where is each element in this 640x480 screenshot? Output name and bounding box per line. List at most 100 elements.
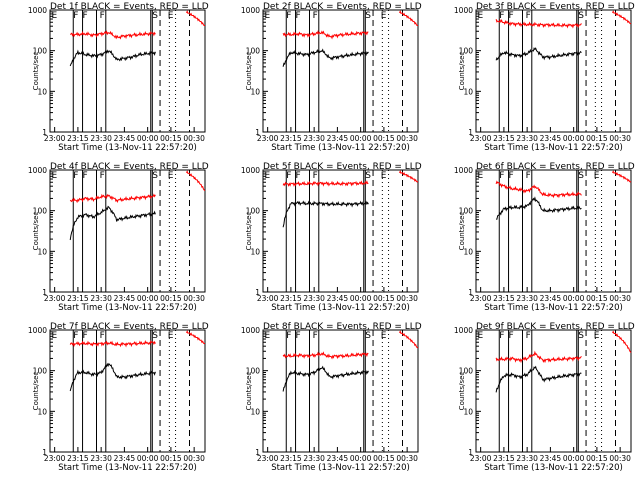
y-tick-label: 100 <box>33 207 48 216</box>
lld-series-tail <box>398 170 419 183</box>
x-tick-label: 23:45 <box>114 454 136 463</box>
flag-label: F <box>509 331 514 341</box>
y-tick-label: 1000 <box>241 6 260 15</box>
y-axis-label: Counts/sec <box>32 52 40 91</box>
flag-label: E <box>52 331 58 341</box>
flag-label: E <box>381 171 387 181</box>
plot-frame <box>49 329 206 453</box>
flag-label: F <box>526 171 531 181</box>
x-tick-label: 23:45 <box>540 454 562 463</box>
x-tick-label: 00:30 <box>609 134 631 143</box>
y-tick-label: 100 <box>246 47 261 56</box>
flag-label: F <box>499 11 504 21</box>
lld-series-line <box>69 30 156 40</box>
plot-frame <box>475 169 632 293</box>
y-tick-label: 1 <box>468 288 473 297</box>
plot-frame <box>262 169 419 293</box>
flag-label: S <box>578 331 584 341</box>
chart-title: Det 3f BLACK = Events, RED = LLD <box>476 2 635 12</box>
x-tick-label: 23:30 <box>516 454 538 463</box>
lld-series-tail <box>398 10 418 26</box>
y-tick-label: 1 <box>42 128 47 137</box>
x-tick-label: 23:30 <box>303 294 325 303</box>
y-tick-label: 1000 <box>241 166 260 175</box>
x-tick-label: 23:15 <box>67 134 89 143</box>
plot-frame <box>262 9 419 133</box>
x-tick-label: 23:15 <box>67 294 89 303</box>
events-series-line <box>282 48 369 67</box>
x-tick-label: 00:00 <box>563 454 585 463</box>
plot-frame <box>49 169 206 293</box>
x-tick-label: 23:30 <box>90 294 112 303</box>
events-series-line <box>496 196 582 220</box>
plot-frame <box>475 9 632 133</box>
x-tick-label: 23:45 <box>114 294 136 303</box>
x-tick-label: 23:15 <box>493 454 515 463</box>
flag-label: S <box>152 331 158 341</box>
y-tick-label: 100 <box>459 47 474 56</box>
lld-series-line <box>69 193 156 204</box>
chart-title: Det 7f BLACK = Events, RED = LLD <box>50 322 209 332</box>
y-axis-label: Counts/sec <box>32 212 40 251</box>
x-tick-label: 00:15 <box>160 294 182 303</box>
events-series-line <box>69 362 156 392</box>
y-tick-label: 10 <box>463 87 473 96</box>
x-tick-label: 00:15 <box>586 134 608 143</box>
events-series-line <box>282 200 369 228</box>
flag-label: F <box>499 171 504 181</box>
flag-label: F <box>286 171 291 181</box>
x-tick-label: 23:15 <box>280 294 302 303</box>
flag-label: F <box>83 171 88 181</box>
y-tick-label: 100 <box>459 207 474 216</box>
y-tick-label: 1000 <box>28 166 47 175</box>
x-tick-label: 23:00 <box>470 454 492 463</box>
x-tick-label: 23:30 <box>303 454 325 463</box>
y-tick-label: 1 <box>468 128 473 137</box>
x-tick-label: 23:45 <box>114 134 136 143</box>
x-tick-label: 00:00 <box>350 134 372 143</box>
flag-label: S <box>365 11 371 21</box>
y-tick-label: 100 <box>246 207 261 216</box>
lld-series-tail <box>185 10 205 26</box>
flag-label: F <box>296 331 301 341</box>
flag-label: F <box>83 11 88 21</box>
y-tick-label: 1000 <box>454 6 473 15</box>
x-tick-label: 23:45 <box>327 294 349 303</box>
x-tick-label: 23:45 <box>327 454 349 463</box>
y-tick-label: 100 <box>459 367 474 376</box>
x-tick-label: 00:00 <box>350 294 372 303</box>
lld-series-tail <box>611 10 632 25</box>
events-series-line <box>282 365 369 392</box>
chart-title: Det 1f BLACK = Events, RED = LLD <box>50 2 209 12</box>
x-tick-label: 00:30 <box>396 454 418 463</box>
x-tick-label: 00:15 <box>160 134 182 143</box>
x-tick-label: 23:30 <box>516 134 538 143</box>
y-tick-label: 10 <box>250 87 260 96</box>
y-tick-label: 10 <box>250 407 260 416</box>
chart-title: Det 9f BLACK = Events, RED = LLD <box>476 322 635 332</box>
y-tick-label: 1 <box>255 128 260 137</box>
y-axis-label: Counts/sec <box>245 52 253 91</box>
y-tick-label: 10 <box>37 247 47 256</box>
y-axis-label: Counts/sec <box>458 372 466 411</box>
x-tick-label: 00:15 <box>373 294 395 303</box>
plot-frame <box>262 329 419 453</box>
chart-title: Det 6f BLACK = Events, RED = LLD <box>476 162 635 172</box>
x-tick-label: 00:30 <box>183 294 205 303</box>
y-tick-label: 100 <box>33 367 48 376</box>
x-tick-label: 00:30 <box>183 134 205 143</box>
x-tick-label: 00:00 <box>137 454 159 463</box>
x-tick-label: 00:15 <box>586 294 608 303</box>
flag-label: E <box>265 11 271 21</box>
flag-label: F <box>286 331 291 341</box>
events-series-line <box>495 47 582 61</box>
x-tick-label: 23:00 <box>257 134 279 143</box>
lld-series-tail <box>185 330 206 345</box>
x-tick-label: 00:30 <box>183 454 205 463</box>
flag-label: F <box>83 331 88 341</box>
